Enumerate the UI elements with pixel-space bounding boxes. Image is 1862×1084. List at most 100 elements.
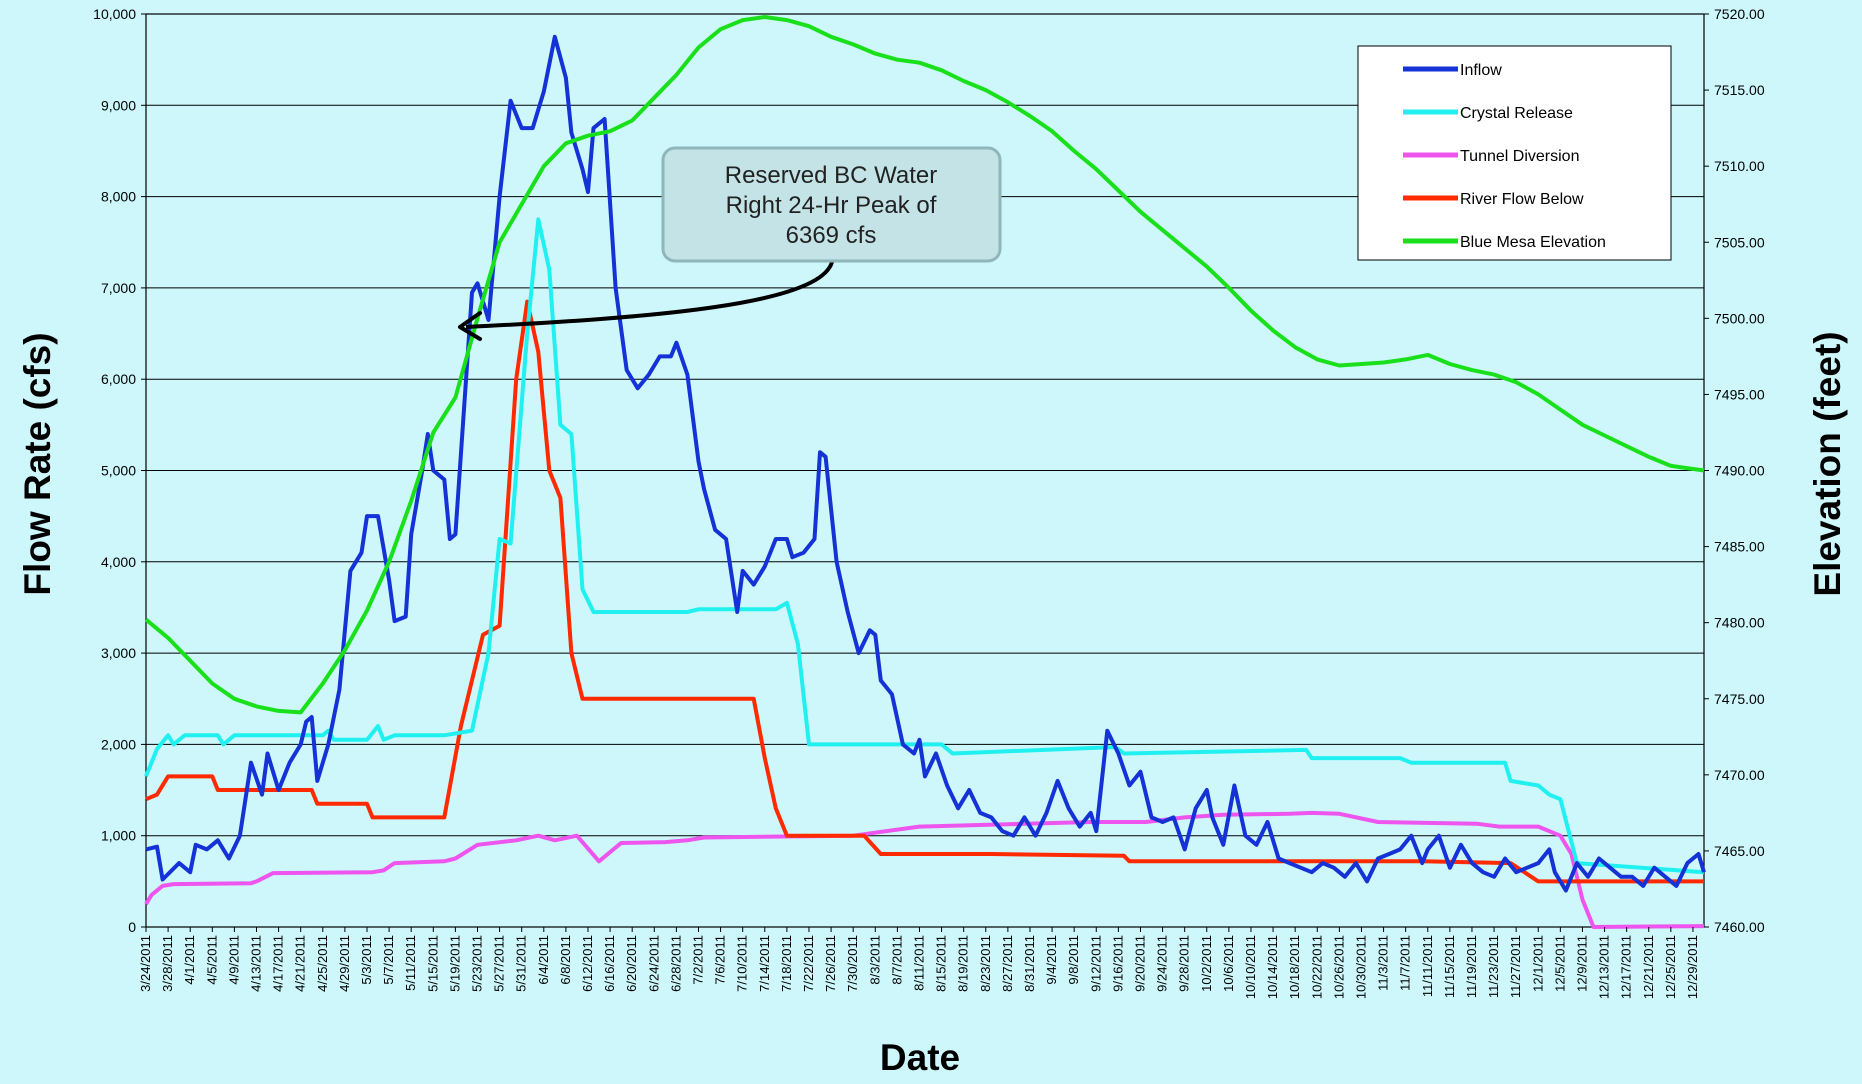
x-tick-label: 4/25/2011 (315, 935, 330, 992)
y-tick-label: 10,000 (93, 6, 136, 22)
y-tick-label: 4,000 (101, 554, 136, 570)
legend-label: Crystal Release (1460, 105, 1573, 122)
legend-label: Tunnel Diversion (1460, 148, 1579, 165)
x-tick-label: 12/9/2011 (1574, 935, 1589, 992)
x-tick-label: 9/8/2011 (1066, 935, 1081, 985)
x-tick-label: 10/14/2011 (1265, 935, 1280, 999)
x-tick-label: 4/1/2011 (182, 935, 197, 985)
y-axis-title: Flow Rate (cfs) (17, 332, 58, 595)
series-line-blue-mesa-elevation (144, 15, 1705, 715)
callout-arrowhead (458, 311, 482, 341)
y2-tick-label: 7495.00 (1714, 386, 1765, 402)
x-tick-label: 11/15/2011 (1442, 935, 1457, 998)
x-tick-label: 10/6/2011 (1221, 935, 1236, 992)
x-tick-label: 7/14/2011 (757, 935, 772, 992)
x-tick-label: 4/9/2011 (226, 935, 241, 985)
x-tick-label: 7/30/2011 (845, 935, 860, 992)
x-tick-label: 7/10/2011 (735, 935, 750, 992)
gridlines (146, 104, 1704, 837)
peak-callout: Reserved BC Water Right 24-Hr Peak of 63… (458, 146, 1002, 341)
y2-tick-label: 7465.00 (1714, 843, 1765, 859)
x-tick-label: 4/29/2011 (337, 935, 352, 992)
x-tick-label: 12/5/2011 (1552, 935, 1567, 992)
x-tick-label: 10/2/2011 (1199, 935, 1214, 992)
y-tick-label: 2,000 (101, 736, 136, 752)
right-axis-ticks: 7460.00 7465.00 7470.00 7475.00 7480.00 7485.… (1704, 6, 1765, 935)
x-tick-label: 8/7/2011 (889, 935, 904, 985)
x-tick-label: 4/5/2011 (204, 935, 219, 985)
x-tick-label: 7/2/2011 (690, 935, 705, 985)
left-axis-ticks: 0 1,000 2,000 3,000 4,000 5,000 6,000 7,000 8,00… (93, 6, 146, 935)
x-tick-label: 8/31/2011 (1022, 935, 1037, 992)
x-tick-label: 9/12/2011 (1088, 935, 1103, 992)
y-tick-label: 6,000 (101, 371, 136, 387)
y2-tick-label: 7485.00 (1714, 539, 1765, 555)
y-tick-label: 3,000 (101, 645, 136, 661)
x-tick-label: 6/4/2011 (536, 935, 551, 985)
x-tick-label: 10/22/2011 (1309, 935, 1324, 999)
x-tick-label: 7/18/2011 (779, 935, 794, 992)
x-tick-label: 8/3/2011 (867, 935, 882, 985)
x-tick-label: 12/1/2011 (1530, 935, 1545, 992)
callout-line-2: Right 24-Hr Peak of (726, 192, 937, 219)
y-tick-label: 0 (128, 919, 136, 935)
x-tick-label: 11/27/2011 (1508, 935, 1523, 998)
x-tick-label: 11/3/2011 (1376, 935, 1391, 991)
x-tick-label: 11/7/2011 (1398, 935, 1413, 991)
x-tick-label: 4/17/2011 (271, 935, 286, 992)
x-tick-label: 5/15/2011 (425, 935, 440, 992)
y-tick-label: 8,000 (101, 189, 136, 205)
y-tick-label: 5,000 (101, 463, 136, 479)
x-tick-label: 9/28/2011 (1177, 935, 1192, 992)
y-tick-label: 1,000 (101, 828, 136, 844)
x-tick-label: 6/28/2011 (668, 935, 683, 992)
x-tick-label: 12/25/2011 (1663, 935, 1678, 999)
x-tick-label: 4/21/2011 (293, 935, 308, 992)
x-tick-label: 11/23/2011 (1486, 935, 1501, 998)
x-axis-ticks: 3/24/2011 3/28/2011 4/1/2011 4/5/2011 4/9/20… (138, 927, 1700, 999)
legend-label: River Flow Below (1460, 191, 1584, 208)
y2-axis-title: Elevation (feet) (1807, 331, 1848, 596)
x-tick-label: 11/19/2011 (1464, 935, 1479, 998)
y-tick-label: 7,000 (101, 280, 136, 296)
callout-arrow (465, 261, 834, 329)
x-tick-label: 7/26/2011 (823, 935, 838, 992)
y2-tick-label: 7475.00 (1714, 691, 1765, 707)
x-tick-label: 6/8/2011 (558, 935, 573, 985)
x-tick-label: 10/18/2011 (1287, 935, 1302, 999)
legend: Inflow Crystal Release Tunnel Diversion Riv… (1357, 45, 1672, 261)
y2-tick-label: 7515.00 (1714, 82, 1765, 98)
y-tick-label: 9,000 (101, 97, 136, 113)
x-tick-label: 3/24/2011 (138, 935, 153, 992)
legend-items: Inflow Crystal Release Tunnel Diversion Riv… (1403, 62, 1606, 251)
x-tick-label: 9/16/2011 (1110, 935, 1125, 992)
x-axis-title: Date (880, 1037, 960, 1078)
x-tick-label: 10/26/2011 (1331, 935, 1346, 999)
y2-tick-label: 7470.00 (1714, 767, 1765, 783)
x-tick-label: 12/21/2011 (1641, 935, 1656, 999)
x-tick-label: 12/29/2011 (1685, 935, 1700, 999)
x-tick-label: 8/15/2011 (934, 935, 949, 992)
x-tick-label: 8/19/2011 (956, 935, 971, 992)
legend-label: Blue Mesa Elevation (1460, 234, 1606, 251)
y2-tick-label: 7510.00 (1714, 158, 1765, 174)
y2-tick-label: 7520.00 (1714, 6, 1765, 22)
y2-tick-label: 7490.00 (1714, 463, 1765, 479)
x-tick-label: 5/3/2011 (359, 935, 374, 985)
x-tick-label: 3/28/2011 (160, 935, 175, 992)
series-layer (144, 15, 1706, 929)
x-tick-label: 5/27/2011 (492, 935, 507, 992)
y2-tick-label: 7505.00 (1714, 234, 1765, 250)
x-tick-label: 5/19/2011 (447, 935, 462, 992)
series-line-tunnel-diversion (144, 810, 1705, 929)
x-tick-label: 6/20/2011 (624, 935, 639, 992)
callout-box (661, 146, 1002, 263)
x-tick-label: 6/24/2011 (646, 935, 661, 992)
legend-label: Inflow (1460, 62, 1502, 79)
y2-tick-label: 7480.00 (1714, 615, 1765, 631)
x-tick-label: 10/10/2011 (1243, 935, 1258, 999)
x-tick-label: 4/13/2011 (248, 935, 263, 992)
x-tick-label: 12/13/2011 (1597, 935, 1612, 999)
